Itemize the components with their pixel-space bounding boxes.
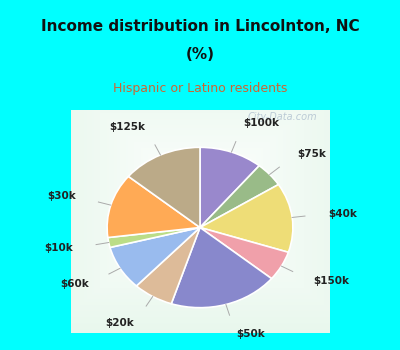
Wedge shape xyxy=(200,166,278,228)
Text: $20k: $20k xyxy=(106,318,134,328)
Text: $100k: $100k xyxy=(244,118,280,128)
Text: Income distribution in Lincolnton, NC: Income distribution in Lincolnton, NC xyxy=(41,19,359,34)
Wedge shape xyxy=(136,228,200,304)
Text: $75k: $75k xyxy=(297,149,326,159)
Text: $60k: $60k xyxy=(60,279,89,289)
Wedge shape xyxy=(107,176,200,238)
Text: Hispanic or Latino residents: Hispanic or Latino residents xyxy=(113,82,287,95)
Wedge shape xyxy=(200,228,288,279)
Wedge shape xyxy=(200,147,259,228)
Wedge shape xyxy=(200,184,293,252)
Wedge shape xyxy=(110,228,200,286)
Text: $40k: $40k xyxy=(328,209,357,218)
Text: $150k: $150k xyxy=(313,276,349,286)
Wedge shape xyxy=(128,147,200,228)
Text: $30k: $30k xyxy=(47,191,76,202)
Wedge shape xyxy=(171,228,272,308)
Text: (%): (%) xyxy=(186,47,214,62)
Wedge shape xyxy=(108,228,200,247)
Text: $50k: $50k xyxy=(236,329,265,340)
Text: $125k: $125k xyxy=(109,122,145,132)
Text: City-Data.com: City-Data.com xyxy=(248,112,318,122)
Text: $10k: $10k xyxy=(44,243,73,253)
